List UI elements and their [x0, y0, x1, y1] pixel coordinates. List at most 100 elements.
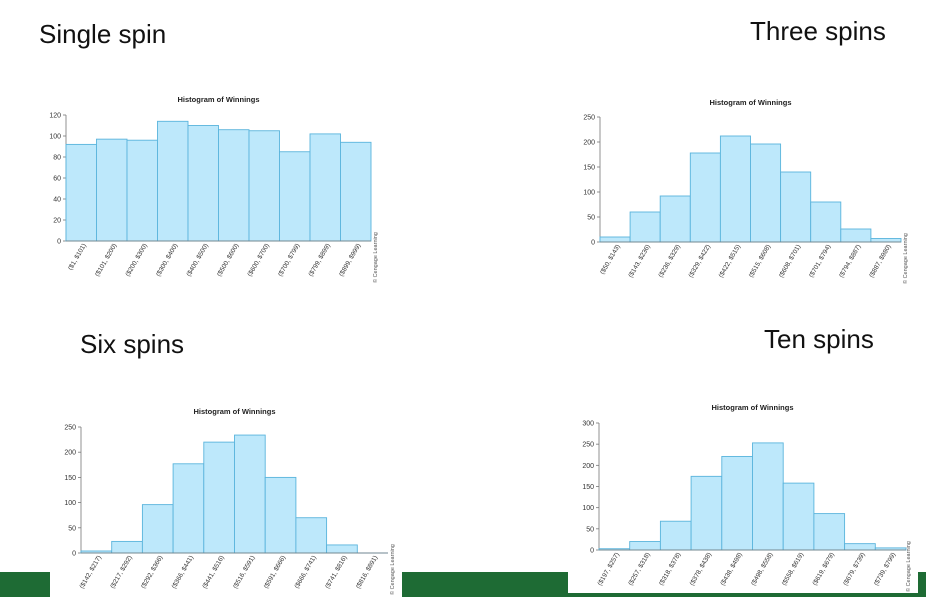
x-tick-label: ($816, $891) [355, 555, 379, 590]
chart-title: Histogram of Winnings [177, 95, 259, 104]
x-tick-label: ($591, $666) [263, 555, 287, 590]
copyright-label: © Cengage Learning [389, 544, 396, 595]
x-tick-label: ($619, $679) [811, 552, 835, 587]
x-tick-label: ($608, $701) [778, 244, 802, 279]
y-tick-label: 250 [583, 115, 595, 122]
y-tick-label: 20 [53, 218, 61, 225]
y-tick-label: 100 [64, 500, 76, 507]
bar [203, 441, 235, 554]
y-tick-label: 0 [591, 240, 595, 247]
y-tick-label: 0 [590, 548, 594, 555]
heading-single-spin: Single spin [39, 19, 167, 49]
x-tick-label: ($236, $329) [657, 244, 681, 279]
bar [659, 195, 691, 243]
bar [126, 139, 158, 242]
chart-six-spins: Histogram of Winnings 0 50 100 150 200 250 ($14… [50, 402, 402, 597]
x-tick-label: ($318, $378) [658, 552, 682, 587]
bar [309, 133, 341, 242]
x-tick-label: ($666, $741) [293, 555, 317, 590]
x-tick-label: ($50, $143) [599, 244, 622, 276]
bar [187, 125, 219, 242]
x-tick-label: ($197, $257) [597, 552, 621, 587]
bar [279, 151, 311, 242]
histogram-single-spin: Histogram of Winnings 0 20 40 60 80 100 120 ($1,… [49, 95, 379, 283]
x-tick-label: ($799, $899) [307, 243, 331, 278]
copyright-label: © Cengage Learning [902, 233, 909, 284]
x-tick-label: ($441, $516) [201, 555, 225, 590]
bar [141, 504, 174, 554]
bar [218, 129, 250, 242]
x-tick-label: ($292, $366) [140, 555, 164, 590]
x-tick-label: ($1, $101) [67, 243, 88, 272]
bar [629, 211, 661, 243]
y-tick-label: 150 [64, 475, 76, 482]
x-tick-label: ($794, $887) [838, 244, 862, 279]
heading-three-spins: Three spins [750, 16, 886, 46]
chart-title: Histogram of Winnings [709, 98, 791, 107]
heading-ten-spins: Ten spins [764, 324, 874, 354]
x-tick-label: ($887, $980) [868, 244, 892, 279]
y-tick-label: 80 [53, 155, 61, 162]
bar [719, 135, 751, 243]
y-tick-label: 100 [49, 134, 61, 141]
bar [295, 517, 328, 554]
bar [840, 228, 872, 243]
x-tick-label: ($366, $441) [171, 555, 195, 590]
y-tick-label: 100 [582, 505, 594, 512]
x-tick-label: ($600, $700) [246, 243, 270, 278]
x-tick-label: ($329, $422) [688, 244, 712, 279]
histogram-three-spins: Histogram of Winnings 0 50 100 150 200 250 ($50… [583, 98, 909, 284]
x-tick-label: ($378, $438) [689, 552, 713, 587]
chart-title: Histogram of Winnings [711, 403, 793, 412]
y-tick-label: 200 [64, 450, 76, 457]
bar [721, 455, 753, 551]
bar [111, 540, 143, 554]
y-tick-label: 50 [68, 525, 76, 532]
x-tick-label: ($400, $500) [185, 243, 209, 278]
bar [690, 475, 723, 551]
x-tick-label: ($700, $799) [277, 243, 301, 278]
x-tick-label: ($498, $558) [750, 552, 774, 587]
y-tick-label: 100 [583, 190, 595, 197]
y-tick-label: 200 [582, 463, 594, 470]
bar [870, 238, 902, 243]
x-tick-label: ($679, $739) [842, 552, 866, 587]
chart-three-spins: Histogram of Winnings 0 50 100 150 200 250 ($50… [560, 92, 916, 292]
x-tick-label: ($739, $799) [873, 552, 897, 587]
bar [780, 171, 812, 243]
x-tick-label: ($515, $608) [748, 244, 772, 279]
x-tick-label: ($422, $515) [718, 244, 742, 279]
y-tick-label: 40 [53, 197, 61, 204]
bar [157, 120, 189, 242]
bar [172, 463, 205, 554]
x-tick-label: ($257, $318) [627, 552, 651, 587]
y-tick-label: 0 [72, 551, 76, 558]
bar [599, 236, 631, 243]
x-tick-label: ($438, $498) [719, 552, 743, 587]
bar [659, 520, 692, 551]
y-tick-label: 150 [582, 484, 594, 491]
bar [96, 138, 128, 242]
x-tick-label: ($300, $400) [155, 243, 179, 278]
y-tick-label: 50 [587, 215, 595, 222]
heading-six-spins: Six spins [80, 329, 185, 359]
y-tick-label: 150 [583, 165, 595, 172]
x-tick-label: ($516, $591) [232, 555, 256, 590]
chart-single-spin: Histogram of Winnings 0 20 40 60 80 100 120 ($1,… [30, 90, 390, 290]
x-tick-label: ($899, $999) [338, 243, 362, 278]
bar [65, 143, 97, 242]
y-tick-label: 300 [582, 421, 594, 428]
bar [248, 130, 280, 242]
copyright-label: © Cengage Learning [372, 232, 379, 283]
y-tick-label: 250 [64, 425, 76, 432]
x-tick-label: ($101, $200) [94, 243, 118, 278]
y-tick-label: 60 [53, 176, 61, 183]
bar [782, 482, 815, 551]
y-tick-label: 120 [49, 113, 61, 120]
bar [264, 476, 297, 554]
x-tick-label: ($142, $217) [79, 555, 103, 590]
bar [689, 152, 721, 243]
bar [810, 201, 842, 243]
x-tick-label: ($217, $292) [109, 555, 133, 590]
bar [629, 541, 661, 551]
